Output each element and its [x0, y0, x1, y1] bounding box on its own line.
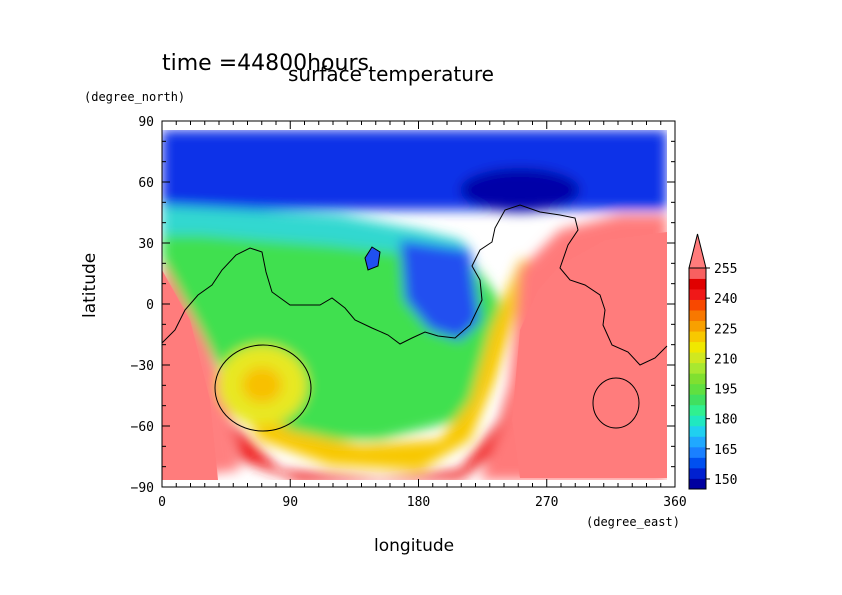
contour-southwest — [214, 344, 312, 432]
time-label: time =44800hours — [162, 51, 369, 76]
colorbar-label: 210 — [714, 352, 737, 367]
y-axis-units: (degree_north) — [84, 90, 186, 104]
colorbar-segment — [689, 299, 706, 311]
colorbar-segment — [689, 478, 706, 490]
colorbar-label: 165 — [714, 443, 737, 458]
colorbar-segment — [689, 268, 706, 279]
colorbar-label: 195 — [714, 383, 737, 398]
temperature-field — [162, 121, 675, 487]
colorbar-segment — [689, 436, 706, 448]
y-tick-label: 0 — [146, 298, 154, 313]
x-axis-label: longitude — [374, 536, 455, 556]
x-tick-labels: 0 90 180 270 360 — [158, 495, 687, 510]
y-tick-label: 90 — [138, 115, 154, 130]
colorbar-label: 150 — [714, 473, 737, 488]
chart-title: surface temperature — [288, 62, 494, 86]
colorbar-segment — [689, 373, 706, 385]
colorbar-segment — [689, 278, 706, 290]
colorbar-label: 240 — [714, 292, 737, 307]
colorbar-segment — [689, 467, 706, 479]
colorbar-label: 255 — [714, 262, 737, 277]
colorbar — [688, 233, 707, 490]
colorbar-segment — [689, 446, 706, 458]
x-tick-label: 270 — [535, 495, 558, 510]
x-tick-label: 180 — [407, 495, 430, 510]
colorbar-segment — [689, 457, 706, 469]
y-tick-label: −90 — [131, 481, 154, 496]
contour-southeast — [592, 377, 640, 429]
x-axis-units: (degree_east) — [586, 515, 680, 529]
y-tick-label: −30 — [131, 359, 154, 374]
x-tick-label: 360 — [663, 495, 686, 510]
colorbar-segment — [689, 383, 706, 395]
colorbar-segment — [689, 352, 706, 364]
colorbar-segment — [689, 404, 706, 416]
contour-small-island — [364, 246, 381, 271]
colorbar-segment — [689, 310, 706, 322]
coastline-western — [162, 204, 668, 366]
colorbar-label: 225 — [714, 322, 737, 337]
colorbar-labels: 255 240 225 210 195 180 165 150 — [706, 262, 737, 488]
colorbar-segment — [689, 331, 706, 343]
colorbar-segment — [689, 362, 706, 374]
x-tick-label: 90 — [282, 495, 298, 510]
colorbar-segment — [689, 425, 706, 437]
colorbar-extension — [688, 233, 707, 269]
y-tick-label: 30 — [138, 237, 154, 252]
colorbar-segment — [689, 415, 706, 427]
colorbar-segment — [689, 341, 706, 353]
y-tick-label: 60 — [138, 176, 154, 191]
colorbar-label: 180 — [714, 413, 737, 428]
colorbar-segment — [689, 320, 706, 332]
colorbar-frame — [688, 267, 707, 490]
x-tick-label: 0 — [158, 495, 166, 510]
colorbar-segment — [689, 289, 706, 300]
axis-ticks — [161, 120, 676, 488]
y-tick-label: −60 — [131, 420, 154, 435]
y-tick-labels: 90 60 30 0 −30 −60 −90 — [131, 115, 154, 496]
colorbar-segment — [689, 394, 706, 406]
